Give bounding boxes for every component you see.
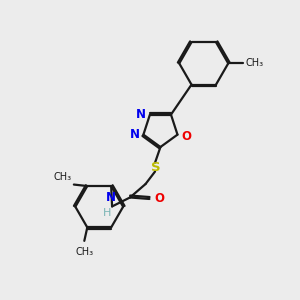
- Text: N: N: [136, 108, 146, 121]
- Text: CH₃: CH₃: [245, 58, 263, 68]
- Text: N: N: [106, 191, 116, 204]
- Text: O: O: [155, 192, 165, 205]
- Text: S: S: [151, 161, 160, 174]
- Text: N: N: [130, 128, 140, 141]
- Text: H: H: [103, 208, 111, 218]
- Text: CH₃: CH₃: [54, 172, 72, 182]
- Text: CH₃: CH₃: [75, 247, 93, 257]
- Text: O: O: [182, 130, 191, 142]
